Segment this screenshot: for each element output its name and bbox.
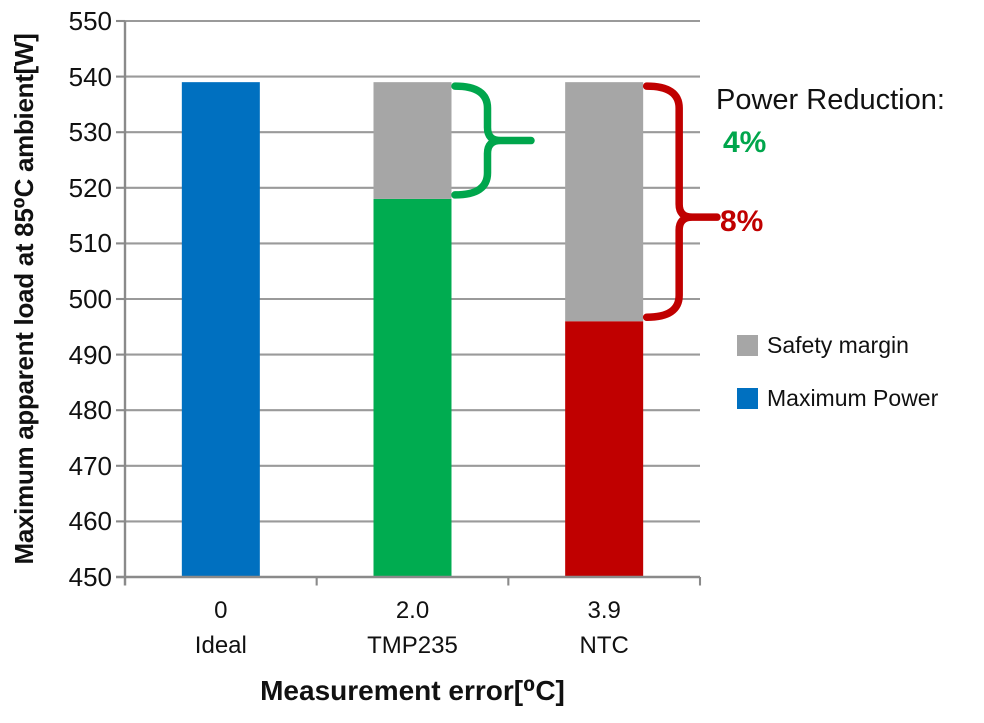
reduction-label-8pct: 8% <box>720 205 764 238</box>
legend-swatch-icon <box>737 334 758 356</box>
y-tick-label: 470 <box>68 450 112 481</box>
y-tick-label: 460 <box>68 506 112 537</box>
x-category-sublabel: Ideal <box>194 632 247 659</box>
y-tick-label: 500 <box>68 284 112 314</box>
y-tick-label: 520 <box>68 172 112 203</box>
reduction-brace-4pct <box>451 82 535 199</box>
x-category-label: 2.0 TMP235 <box>328 597 498 660</box>
x-category-value: 2.0 <box>395 597 430 624</box>
bar-maximum-power-ntc <box>565 321 644 577</box>
x-category-label: 0 Ideal <box>136 597 306 660</box>
x-category-sublabel: TMP235 <box>367 632 458 659</box>
legend-item: Safety margin <box>737 333 909 357</box>
bar-safety-margin-tmp235 <box>373 82 452 199</box>
x-category-label: 3.9 NTC <box>519 597 689 660</box>
x-category-value: 0 <box>214 597 228 624</box>
legend-swatch-icon <box>737 387 758 409</box>
y-tick-label: 530 <box>68 117 112 148</box>
y-tick-label: 540 <box>68 61 112 92</box>
power-reduction-header: Power Reduction: <box>716 84 945 116</box>
y-tick-label: 450 <box>68 562 112 592</box>
bar-maximum-power-ideal <box>181 82 260 577</box>
bar-safety-margin-ntc <box>565 82 644 322</box>
legend-item: Maximum Power <box>737 386 938 410</box>
legend-label: Safety margin <box>767 332 909 358</box>
legend-label: Maximum Power <box>767 385 939 411</box>
bar-maximum-power-tmp235 <box>373 198 452 578</box>
x-axis-title: Measurement error[⁰C] <box>260 675 565 706</box>
reduction-brace-8pct <box>642 82 721 321</box>
x-category-value: 3.9 <box>587 597 621 624</box>
reduction-label-4pct: 4% <box>723 126 767 159</box>
y-tick-label: 480 <box>68 395 112 426</box>
y-tick-label: 510 <box>68 228 112 259</box>
y-tick-label: 550 <box>68 6 112 36</box>
x-category-sublabel: NTC <box>579 632 629 659</box>
y-tick-label: 490 <box>68 339 112 370</box>
